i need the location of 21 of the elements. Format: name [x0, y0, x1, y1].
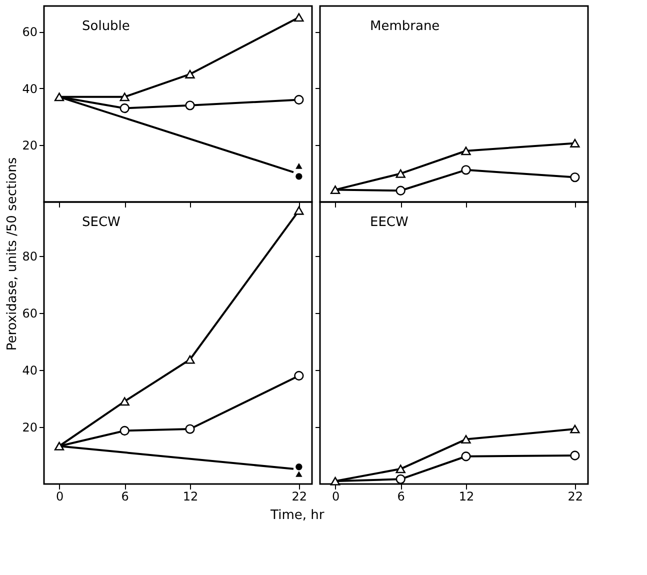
x-tick-label: 12	[182, 490, 198, 504]
y-tick-label: 60	[22, 306, 38, 321]
text: Soluble	[82, 19, 130, 34]
y-axis-title: Peroxidase, units /50 sections	[4, 157, 20, 351]
y-tick-label: 40	[22, 82, 38, 96]
x-axis-title: Time, hr	[270, 508, 325, 523]
text: Membrane	[370, 19, 440, 34]
y-tick-label: 60	[22, 25, 38, 40]
y-tick-label: 20	[22, 138, 38, 153]
y-tick-label: 80	[22, 250, 38, 264]
x-tick-label: 22	[292, 490, 308, 504]
y-tick-label: 40	[22, 364, 38, 378]
x-tick-label: 6	[121, 490, 129, 504]
x-tick-label: 6	[397, 490, 405, 504]
y-tick-label: 20	[22, 420, 38, 435]
text: SECW	[82, 215, 121, 230]
x-tick-label: 0	[56, 490, 64, 504]
text: EECW	[370, 215, 409, 230]
x-tick-label: 0	[332, 490, 340, 504]
x-tick-label: 12	[458, 490, 474, 504]
x-tick-label: 22	[568, 490, 584, 504]
